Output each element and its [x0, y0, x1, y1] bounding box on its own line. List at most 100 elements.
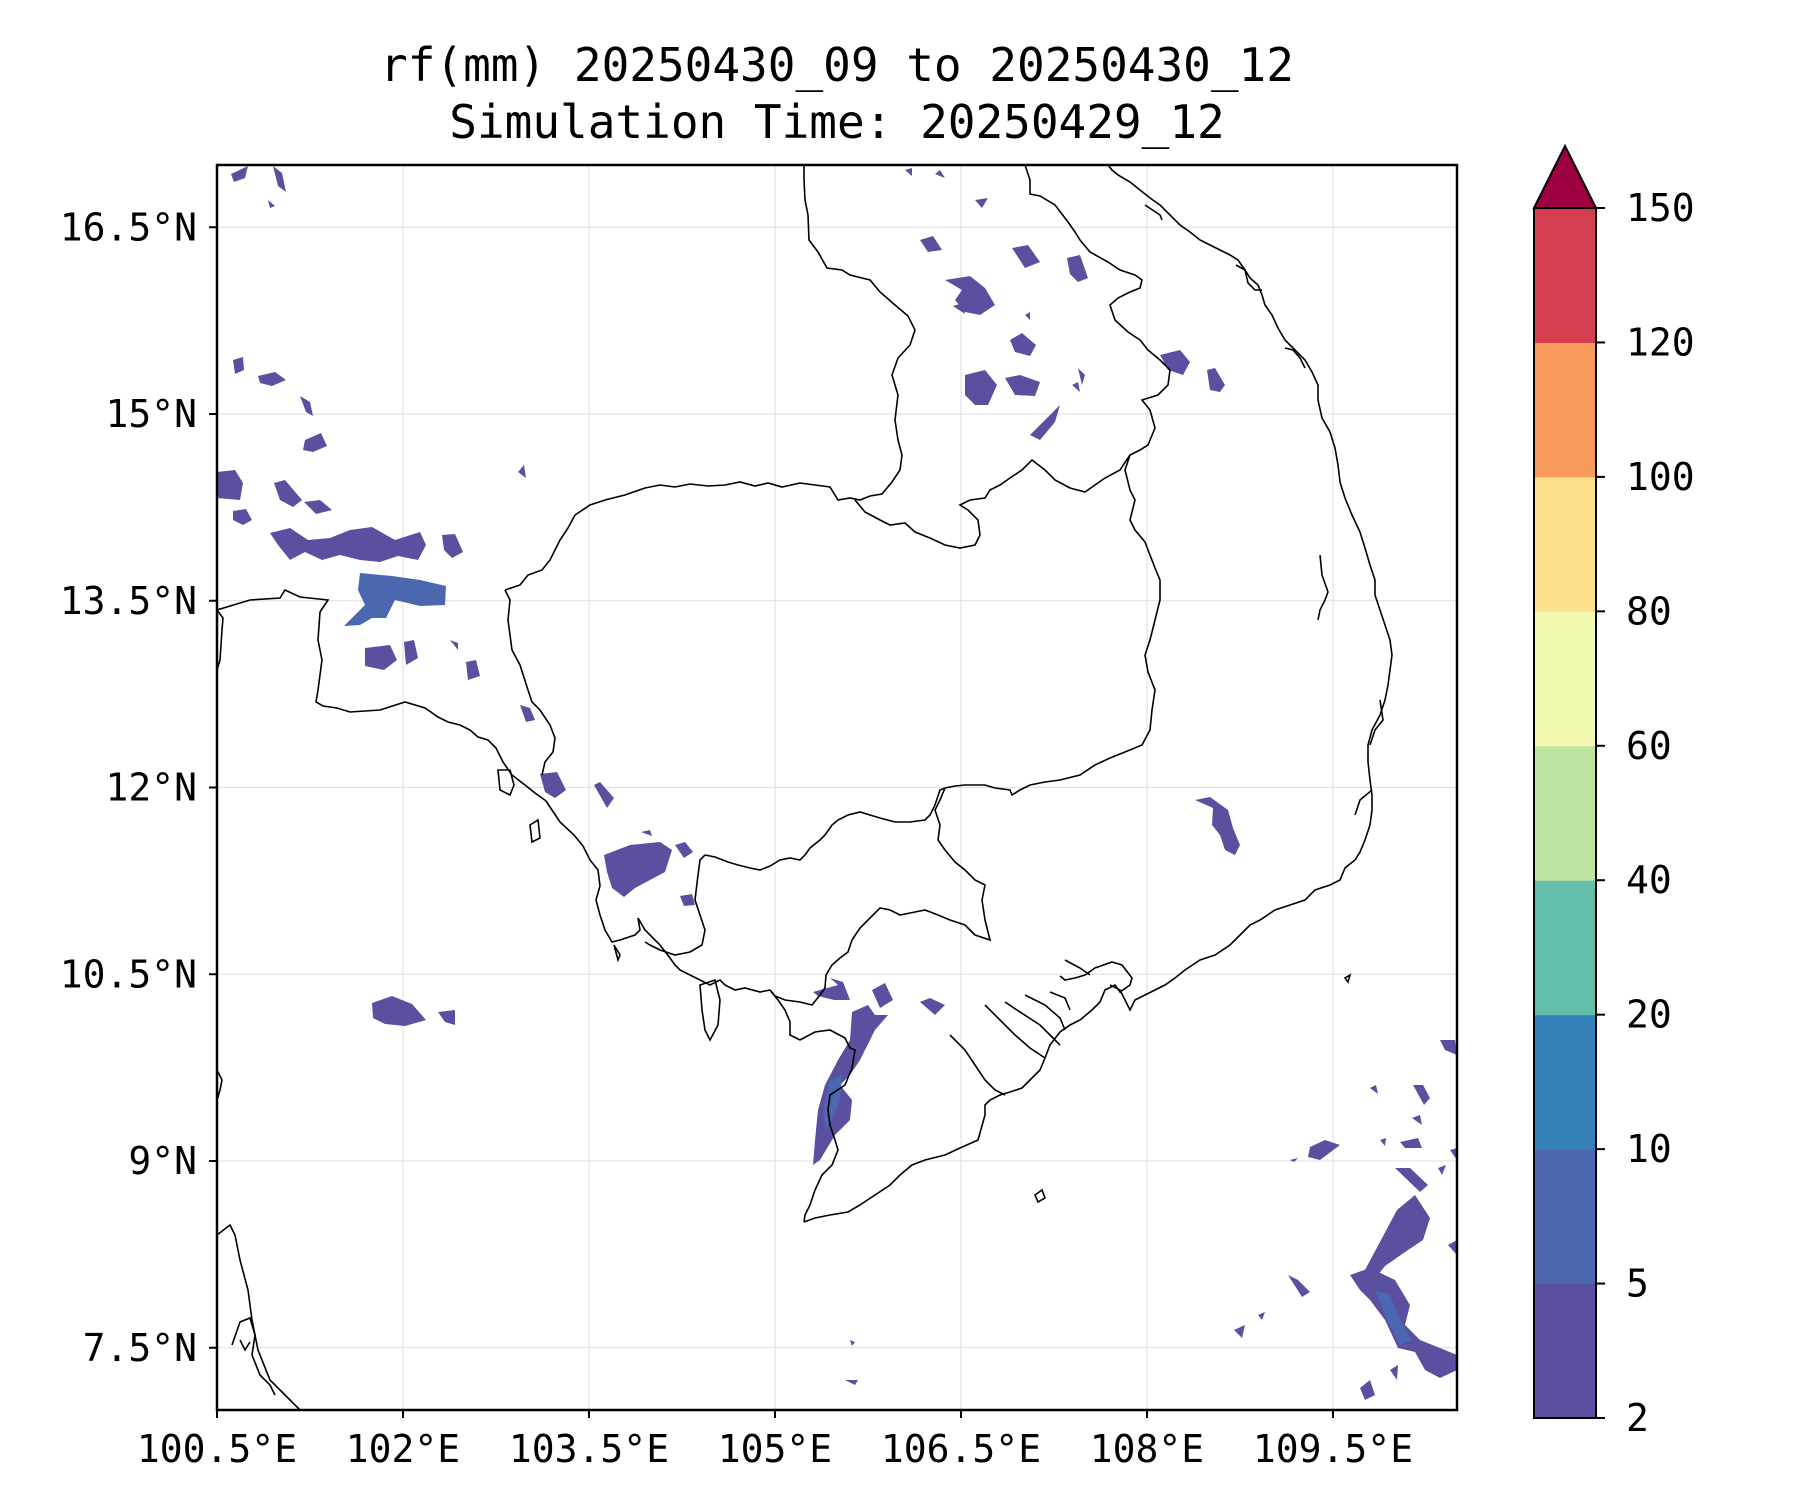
rain-patch — [1365, 1195, 1430, 1285]
colorbar-segment — [1534, 1149, 1596, 1285]
rain-patch — [1400, 1138, 1422, 1148]
y-tick-label: 7.5°N — [83, 1326, 197, 1370]
rain-patch — [1288, 1275, 1310, 1297]
rain-patch — [540, 772, 566, 798]
rain-patch — [438, 1010, 455, 1025]
rain-patch — [1350, 1268, 1457, 1378]
colorbar-label: 40 — [1626, 858, 1672, 902]
rain-patch — [1290, 1158, 1298, 1162]
island — [529, 818, 541, 844]
rain-patch — [1370, 1085, 1378, 1094]
rain-patch — [594, 782, 614, 808]
rain-patch — [920, 236, 942, 252]
coastline — [769, 989, 856, 1223]
coastline — [1284, 347, 1306, 369]
rain-patch — [1078, 368, 1085, 385]
colorbar-label: 60 — [1626, 724, 1672, 768]
rain-patch — [404, 640, 418, 665]
rain-patch — [1207, 368, 1225, 392]
rain-patch — [935, 170, 945, 178]
x-tick-label: 102°E — [346, 1427, 460, 1471]
colorbar-label: 20 — [1626, 993, 1672, 1037]
island — [497, 769, 515, 797]
rain-patch — [945, 276, 995, 315]
coastline — [231, 1316, 276, 1396]
island — [613, 944, 621, 963]
rain-patch — [1072, 382, 1080, 392]
y-tick-label: 13.5°N — [60, 579, 197, 623]
rain-patch — [1160, 350, 1190, 375]
rain-patch — [274, 480, 302, 507]
rain-patch — [273, 166, 286, 192]
river-delta — [1049, 991, 1071, 1011]
colorbar-label: 120 — [1626, 320, 1695, 364]
rain-patch — [1395, 1168, 1428, 1192]
rain-patch — [303, 433, 327, 452]
x-tick-label: 109.5°E — [1253, 1427, 1413, 1471]
river-delta — [1024, 994, 1066, 1031]
coastline — [217, 1069, 223, 1101]
rain-patch — [268, 200, 275, 208]
coastline — [217, 1223, 301, 1410]
colorbar-label: 100 — [1626, 455, 1695, 499]
rain-patch — [1195, 797, 1240, 855]
rain-patch — [518, 465, 526, 478]
colorbar-label: 150 — [1626, 186, 1695, 230]
island — [1343, 973, 1352, 984]
rain-patch — [300, 396, 313, 416]
colorbar-segment — [1534, 1283, 1596, 1419]
rain-patch — [1380, 1138, 1386, 1146]
rain-patch — [872, 983, 893, 1008]
colorbar-segment — [1534, 611, 1596, 747]
rain-patch — [344, 573, 446, 626]
coastline — [1369, 699, 1384, 746]
colorbar-label: 2 — [1626, 1396, 1649, 1440]
country-border — [504, 165, 916, 591]
rain-patch — [1012, 245, 1040, 268]
x-tick-label: 105°E — [718, 1427, 832, 1471]
country-border — [217, 588, 461, 726]
rain-patch — [905, 168, 912, 176]
rain-patch — [850, 1340, 855, 1346]
colorbar-label: 10 — [1626, 1127, 1672, 1171]
rain-patch — [365, 645, 397, 670]
rain-patch — [1258, 1312, 1265, 1320]
island — [699, 978, 721, 1042]
coastline — [239, 1339, 251, 1352]
rain-patch — [604, 842, 672, 897]
rain-patch — [1390, 1365, 1398, 1380]
rain-patch — [372, 996, 426, 1026]
rain-patch — [1067, 255, 1088, 282]
rain-patch — [1375, 1290, 1412, 1345]
latitude-ticks: 16.5°N 15°N 13.5°N 12°N 10.5°N 9°N 7.5°N — [60, 205, 217, 1370]
rain-patch — [1308, 1140, 1340, 1160]
coastline — [217, 609, 224, 671]
rain-patch — [520, 705, 535, 722]
coastline — [599, 914, 771, 993]
rain-patch — [680, 894, 695, 906]
rain-patch — [953, 303, 965, 314]
x-tick-label: 103.5°E — [509, 1427, 669, 1471]
rain-patch — [304, 500, 332, 514]
rain-patch — [1234, 1325, 1245, 1338]
rain-patch — [813, 978, 850, 1000]
rain-patch — [231, 166, 248, 182]
rain-patch — [258, 372, 286, 386]
river-delta — [949, 1034, 1006, 1096]
country-border — [504, 589, 556, 776]
graticule — [217, 165, 1457, 1410]
rain-patch — [975, 198, 988, 208]
y-tick-label: 15°N — [105, 392, 197, 436]
rain-patch — [823, 1075, 842, 1130]
colorbar-label: 5 — [1626, 1262, 1649, 1306]
rain-patch — [450, 640, 458, 650]
rain-patch — [1440, 1040, 1457, 1055]
rain-patch — [1413, 1085, 1430, 1105]
rain-patch — [442, 534, 463, 558]
coastline — [1107, 165, 1393, 1012]
colorbar-extend-arrow — [1532, 143, 1598, 209]
rain-patch — [965, 370, 997, 405]
rain-patch — [233, 509, 252, 525]
